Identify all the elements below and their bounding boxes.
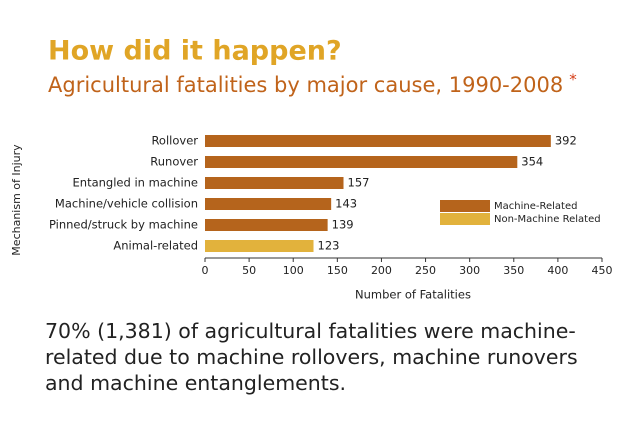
x-tick-label: 0 bbox=[202, 264, 209, 277]
bar bbox=[205, 177, 344, 189]
value-label: 143 bbox=[335, 197, 357, 211]
bar bbox=[205, 219, 328, 231]
legend-label: Non-Machine Related bbox=[494, 214, 601, 225]
legend-swatch bbox=[440, 200, 490, 212]
y-axis-label: Mechanism of Injury bbox=[10, 144, 23, 256]
x-tick-label: 450 bbox=[592, 264, 613, 277]
x-tick-label: 100 bbox=[283, 264, 304, 277]
y-tick-label: Entangled in machine bbox=[73, 176, 198, 190]
x-axis-label: Number of Fatalities bbox=[355, 288, 471, 302]
y-tick-label: Runover bbox=[150, 155, 198, 169]
y-tick-label: Rollover bbox=[151, 134, 198, 148]
value-label: 354 bbox=[521, 155, 543, 169]
x-tick-label: 350 bbox=[503, 264, 524, 277]
value-label: 123 bbox=[318, 239, 340, 253]
legend-label: Machine-Related bbox=[494, 201, 577, 212]
value-label: 157 bbox=[348, 176, 370, 190]
subtitle-note: * bbox=[569, 71, 577, 89]
y-tick-label: Pinned/struck by machine bbox=[49, 218, 198, 232]
chart-title: How did it happen? bbox=[48, 36, 342, 67]
x-tick-label: 150 bbox=[327, 264, 348, 277]
bar bbox=[205, 240, 314, 252]
chart-subtitle: Agricultural fatalities by major cause, … bbox=[48, 73, 563, 97]
value-label: 392 bbox=[555, 134, 577, 148]
x-tick-label: 50 bbox=[242, 264, 256, 277]
legend-swatch bbox=[440, 213, 490, 225]
bar bbox=[205, 198, 332, 210]
value-label: 139 bbox=[332, 218, 354, 232]
y-tick-label: Animal-related bbox=[113, 239, 198, 253]
x-tick-label: 250 bbox=[415, 264, 436, 277]
x-tick-label: 400 bbox=[547, 264, 568, 277]
y-tick-label: Machine/vehicle collision bbox=[55, 197, 198, 211]
note-text: 70% (1,381) of agricultural fatalities w… bbox=[45, 319, 578, 395]
bar bbox=[205, 156, 518, 168]
x-tick-label: 300 bbox=[459, 264, 480, 277]
bar bbox=[205, 135, 551, 147]
x-tick-label: 200 bbox=[371, 264, 392, 277]
